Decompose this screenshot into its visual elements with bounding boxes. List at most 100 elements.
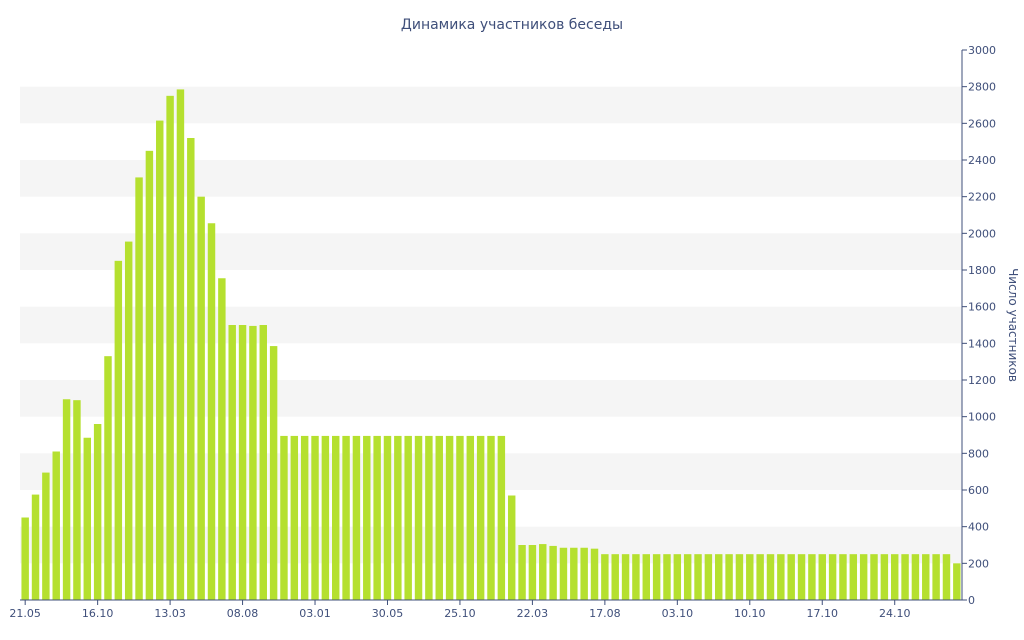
x-tick-label: 10.10 [734, 607, 766, 620]
x-tick-label: 30.05 [372, 607, 404, 620]
bar [590, 548, 599, 600]
y-tick-label: 600 [968, 484, 989, 497]
bar [911, 554, 920, 600]
bar [31, 494, 40, 600]
y-tick-label: 1800 [968, 264, 996, 277]
x-tick-label: 13.03 [154, 607, 186, 620]
bar [383, 435, 392, 600]
bar [559, 547, 568, 600]
bar [880, 554, 889, 600]
bar [652, 554, 661, 600]
y-tick-label: 2000 [968, 227, 996, 240]
bar [549, 545, 557, 600]
y-tick-label: 2600 [968, 117, 996, 130]
y-tick-label: 1400 [968, 337, 996, 350]
bar [83, 437, 92, 600]
bar [135, 177, 143, 601]
x-tick-label: 22.03 [517, 607, 549, 620]
bar [704, 554, 713, 600]
bar [52, 451, 60, 600]
bar [425, 435, 433, 600]
x-tick-label: 24.10 [879, 607, 911, 620]
bar [580, 547, 588, 600]
bar [404, 435, 412, 600]
bar [259, 325, 267, 600]
bar [859, 554, 868, 600]
bar [673, 554, 682, 600]
bar [797, 554, 806, 600]
bar [197, 196, 205, 601]
bar [218, 278, 226, 600]
bar [787, 554, 795, 600]
x-tick-label: 03.10 [662, 607, 694, 620]
y-axis-ticks: 0 200 400 600 800 1000 1200 1400 1600 1800 2000 220… [962, 44, 996, 607]
y-tick-label: 1600 [968, 301, 996, 314]
bar [818, 554, 826, 600]
bar [663, 554, 671, 600]
bar [42, 472, 50, 600]
bar [601, 554, 609, 600]
bar [725, 554, 733, 600]
bar [321, 435, 330, 600]
y-tick-label: 1000 [968, 411, 996, 424]
x-axis-ticks: 21.05 16.10 13.03 08.08 03.01 30.05 25.10 22.03… [9, 600, 910, 620]
bar [632, 554, 640, 600]
bar [187, 138, 195, 600]
bar [269, 346, 278, 600]
bar [683, 554, 692, 600]
bar [756, 554, 764, 600]
bar [124, 241, 133, 600]
bar [487, 435, 495, 600]
bar [445, 435, 454, 600]
bar [507, 495, 516, 600]
x-tick-label: 17.08 [589, 607, 621, 620]
y-tick-label: 200 [968, 557, 989, 570]
y-tick-label: 3000 [968, 44, 996, 57]
bar [621, 554, 630, 600]
bar [280, 435, 288, 600]
bar [311, 435, 319, 600]
bar [746, 554, 754, 600]
y-tick-label: 800 [968, 447, 989, 460]
bar [932, 554, 940, 600]
bar [694, 554, 702, 600]
bar [456, 435, 464, 600]
bar [352, 435, 361, 600]
y-tick-label: 2200 [968, 191, 996, 204]
bar [497, 435, 506, 600]
bar [870, 554, 878, 600]
bar [570, 547, 578, 600]
y-axis-label: Число участников [1006, 268, 1020, 382]
x-tick-label: 08.08 [227, 607, 259, 620]
bar [156, 120, 164, 600]
bar [953, 563, 961, 600]
bar [238, 325, 247, 600]
bar [62, 399, 71, 600]
y-tick-label: 2400 [968, 154, 996, 167]
bar [342, 435, 350, 600]
bars [21, 89, 961, 601]
bar [777, 554, 785, 600]
bar [518, 545, 526, 600]
x-tick-label: 03.01 [299, 607, 331, 620]
bar [539, 544, 547, 600]
y-tick-label: 400 [968, 521, 989, 534]
bar [373, 435, 381, 600]
bar [901, 554, 909, 600]
bar [715, 554, 723, 600]
bar [839, 554, 847, 600]
bar [249, 325, 257, 600]
bar [942, 554, 951, 600]
bar [435, 435, 443, 600]
bar [394, 435, 402, 600]
bar [611, 554, 619, 600]
bar [890, 554, 899, 600]
bar [145, 150, 154, 600]
grid-band [20, 86, 962, 124]
bar [849, 554, 858, 600]
bar [414, 435, 423, 600]
bar [528, 545, 537, 600]
x-tick-label: 25.10 [444, 607, 476, 620]
y-tick-label: 1200 [968, 374, 996, 387]
